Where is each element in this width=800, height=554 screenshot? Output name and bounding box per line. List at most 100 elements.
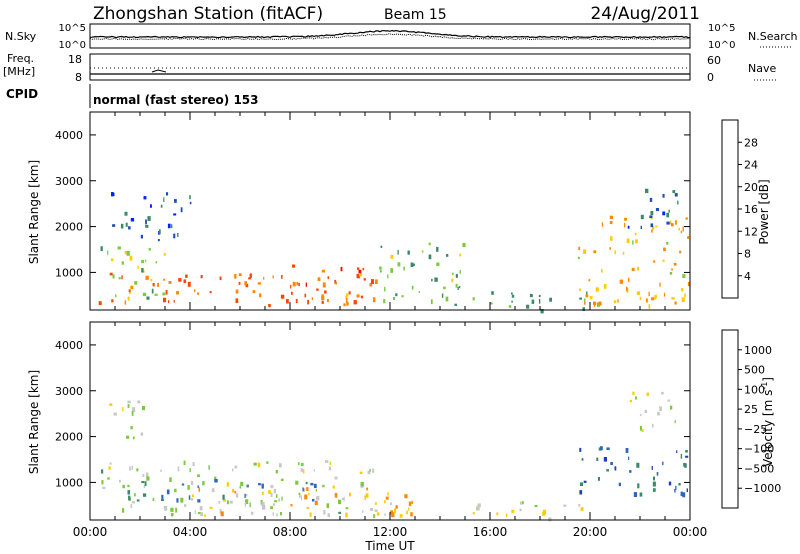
data-cell	[656, 208, 659, 211]
data-cell	[443, 287, 446, 290]
data-cell	[630, 400, 632, 402]
data-cell	[115, 294, 116, 297]
data-cell	[412, 286, 414, 290]
data-cell	[244, 281, 247, 285]
data-cell	[181, 207, 183, 212]
data-cell	[372, 469, 374, 473]
colorbar-tick-label: 24	[744, 159, 758, 172]
data-cell	[163, 279, 165, 281]
data-cell	[539, 295, 541, 297]
data-cell	[126, 436, 129, 439]
data-cell	[270, 506, 273, 509]
data-cell	[496, 512, 498, 515]
data-cell	[164, 253, 166, 256]
freq-label-line1: Freq.	[7, 52, 34, 65]
data-cell	[184, 504, 186, 507]
data-cell	[682, 297, 685, 302]
data-cell	[268, 304, 271, 307]
data-cell	[582, 458, 584, 460]
data-cell	[286, 299, 289, 304]
data-cell	[323, 283, 326, 288]
data-cell	[200, 506, 203, 511]
data-cell	[276, 494, 278, 498]
data-cell	[110, 462, 112, 464]
data-cell	[291, 292, 293, 295]
data-cell	[654, 295, 657, 299]
data-cell	[258, 463, 261, 468]
data-cell	[306, 283, 307, 287]
data-cell	[657, 472, 659, 476]
data-cell	[626, 287, 628, 291]
data-cell	[301, 496, 302, 501]
data-cell	[157, 283, 159, 287]
data-cell	[130, 286, 131, 289]
data-cell	[276, 470, 278, 473]
x-tick-labels: 00:00 04:00 08:00 12:00 16:00 20:00 00:00	[73, 525, 708, 539]
data-cell	[373, 514, 375, 518]
data-cell	[227, 500, 229, 504]
data-cell	[366, 488, 368, 491]
data-cell	[361, 296, 363, 299]
noise-right-label: N.Search	[748, 30, 798, 43]
data-cell	[102, 487, 105, 489]
data-cell	[310, 483, 313, 486]
data-cell	[121, 224, 124, 229]
data-cell	[193, 462, 195, 466]
data-cell	[258, 282, 261, 284]
data-cell	[404, 494, 407, 498]
power-y-ticks: 4000300020001000	[55, 129, 690, 279]
data-cell	[542, 512, 545, 516]
data-cell	[459, 286, 461, 288]
data-cell	[442, 294, 443, 298]
data-cell	[159, 229, 161, 234]
data-cell	[422, 251, 424, 253]
data-cell	[178, 466, 180, 471]
data-cell	[614, 300, 617, 303]
data-cell	[628, 278, 629, 282]
y-tick-label: 1000	[55, 266, 83, 279]
data-cell	[132, 501, 135, 503]
velocity-colorbar-label-main: Velocity [m s	[761, 390, 775, 467]
data-cell	[675, 220, 677, 225]
data-cell	[373, 297, 376, 302]
data-cell	[593, 250, 596, 253]
data-cell	[681, 288, 683, 291]
data-cell	[459, 254, 461, 257]
data-cell	[262, 484, 264, 489]
data-cell	[122, 485, 125, 488]
data-cell	[169, 477, 171, 482]
data-cell	[134, 493, 136, 496]
noise-left-tick-top: 10^5	[59, 23, 86, 34]
x-axis-label: Time UT	[364, 539, 415, 553]
data-cell	[601, 269, 603, 273]
data-cell	[133, 437, 135, 440]
data-cell	[281, 275, 283, 279]
data-cell	[220, 277, 222, 281]
data-cell	[362, 510, 364, 512]
data-cell	[142, 474, 144, 477]
velocity-colorbar-label-end: ]	[761, 377, 775, 382]
data-cell	[239, 282, 241, 285]
data-cell	[663, 194, 665, 198]
power-y-label: Slant Range [km]	[27, 160, 41, 264]
data-cell	[163, 298, 166, 303]
data-cell	[379, 267, 382, 270]
data-cell	[330, 462, 332, 465]
data-cell	[398, 250, 399, 255]
data-cell	[606, 469, 609, 471]
velocity-data-layer	[101, 392, 688, 522]
freq-right-tick-top: 60	[707, 54, 721, 67]
data-cell	[134, 281, 137, 285]
data-cell	[651, 223, 654, 227]
beam-label: Beam 15	[384, 7, 447, 23]
data-cell	[280, 512, 282, 515]
data-cell	[184, 279, 187, 283]
data-cell	[646, 298, 648, 302]
data-cell	[137, 499, 140, 501]
data-cell	[662, 462, 663, 465]
data-cell	[636, 463, 639, 468]
velocity-panel: 4000300020001000 Slant Range [km] 100050…	[27, 322, 781, 521]
data-cell	[236, 494, 238, 498]
data-cell	[143, 293, 146, 296]
